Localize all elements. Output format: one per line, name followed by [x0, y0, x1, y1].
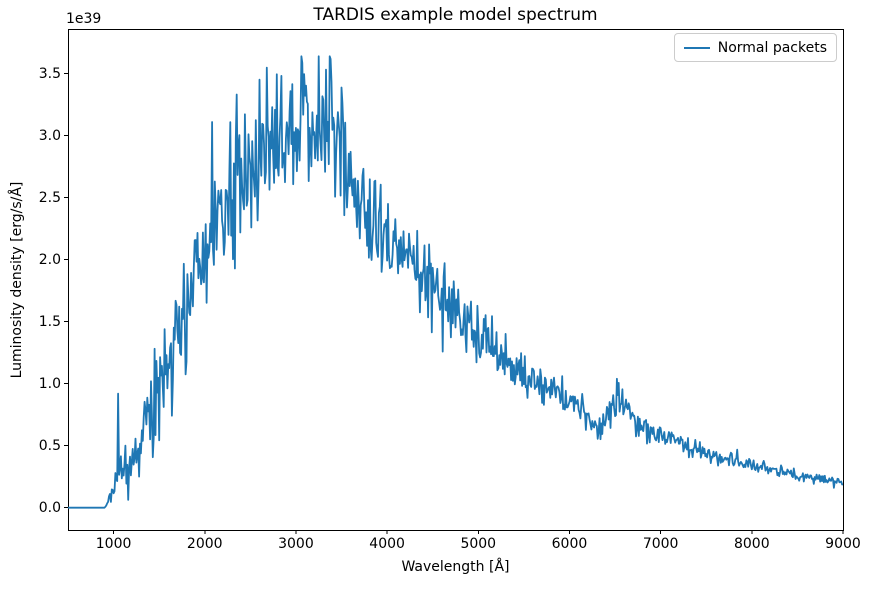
y-tick-label: 0.0: [38, 499, 61, 516]
x-tick-label: 2000: [186, 536, 223, 552]
chart-title: TARDIS example model spectrum: [313, 5, 598, 25]
x-tick-label: 9000: [825, 536, 861, 552]
y-tick-label: 2.0: [38, 251, 61, 268]
x-axis-label: Wavelength [Å]: [401, 559, 510, 575]
x-tick-label: 1000: [95, 536, 132, 552]
spectrum-line: [68, 55, 843, 509]
legend-label: Normal packets: [717, 39, 827, 56]
y-axis-offset-label: 1e39: [66, 11, 102, 27]
x-tick-label: 5000: [460, 536, 497, 552]
legend: Normal packets: [673, 33, 837, 62]
x-tick-label: 7000: [642, 536, 679, 552]
y-tick-label: 3.0: [38, 127, 61, 144]
axes-spines: [68, 29, 844, 531]
y-tick-label: 1.0: [38, 375, 61, 392]
legend-line-sample: [683, 46, 710, 49]
x-tick-label: 3000: [278, 536, 314, 552]
y-tick-label: 3.5: [38, 65, 61, 82]
x-tick-label: 4000: [369, 536, 405, 552]
y-tick-label: 0.5: [38, 437, 61, 454]
y-tick-label: 2.5: [38, 189, 61, 206]
x-tick-label: 6000: [551, 536, 588, 552]
x-tick-label: 8000: [733, 536, 770, 552]
y-tick-label: 1.5: [38, 313, 61, 330]
